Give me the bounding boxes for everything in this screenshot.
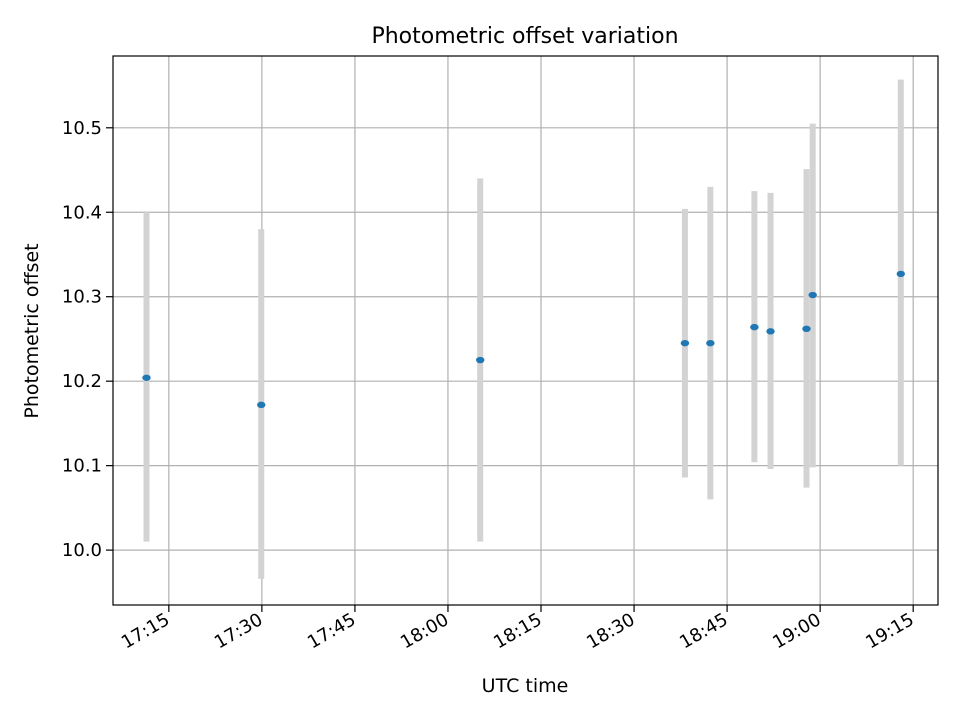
grid-layer [113,56,938,605]
data-point [766,328,775,335]
y-tick-label: 10.4 [62,202,102,223]
plot-frame [112,55,939,606]
x-tick-label: 18:30 [583,609,638,653]
y-tick-label: 10.3 [62,287,102,308]
y-axis-label: Photometric offset [21,243,43,418]
y-tick-label: 10.0 [62,540,102,561]
data-point [808,291,817,299]
data-point [802,325,811,333]
data-point [476,356,485,364]
x-tick-label: 17:15 [118,609,173,653]
y-axis-ticks: 10.0 10.1 10.2 10.3 10.4 10.5 [62,118,113,561]
data-point [750,323,759,331]
x-tick-label: 18:45 [676,609,731,653]
x-axis-label: UTC time [482,675,569,697]
chart-title: Photometric offset variation [371,24,678,49]
y-tick-label: 10.1 [62,456,102,477]
y-tick-label: 10.2 [62,371,102,392]
point-layer [142,270,905,409]
data-point [257,401,266,409]
data-point [896,270,905,278]
data-point [706,339,715,347]
data-point [142,374,151,381]
x-tick-label: 18:15 [490,609,545,653]
x-tick-label: 19:15 [862,609,917,653]
x-tick-label: 19:00 [769,609,824,653]
x-tick-label: 17:45 [304,609,359,653]
errorbar-layer [143,79,904,579]
x-tick-label: 17:30 [211,609,266,653]
x-axis-ticks: 17:15 17:30 17:45 18:00 18:15 18:30 18:45 19:00… [118,605,918,653]
y-tick-label: 10.5 [62,118,102,139]
x-tick-label: 18:00 [397,609,452,653]
data-point [680,339,690,347]
